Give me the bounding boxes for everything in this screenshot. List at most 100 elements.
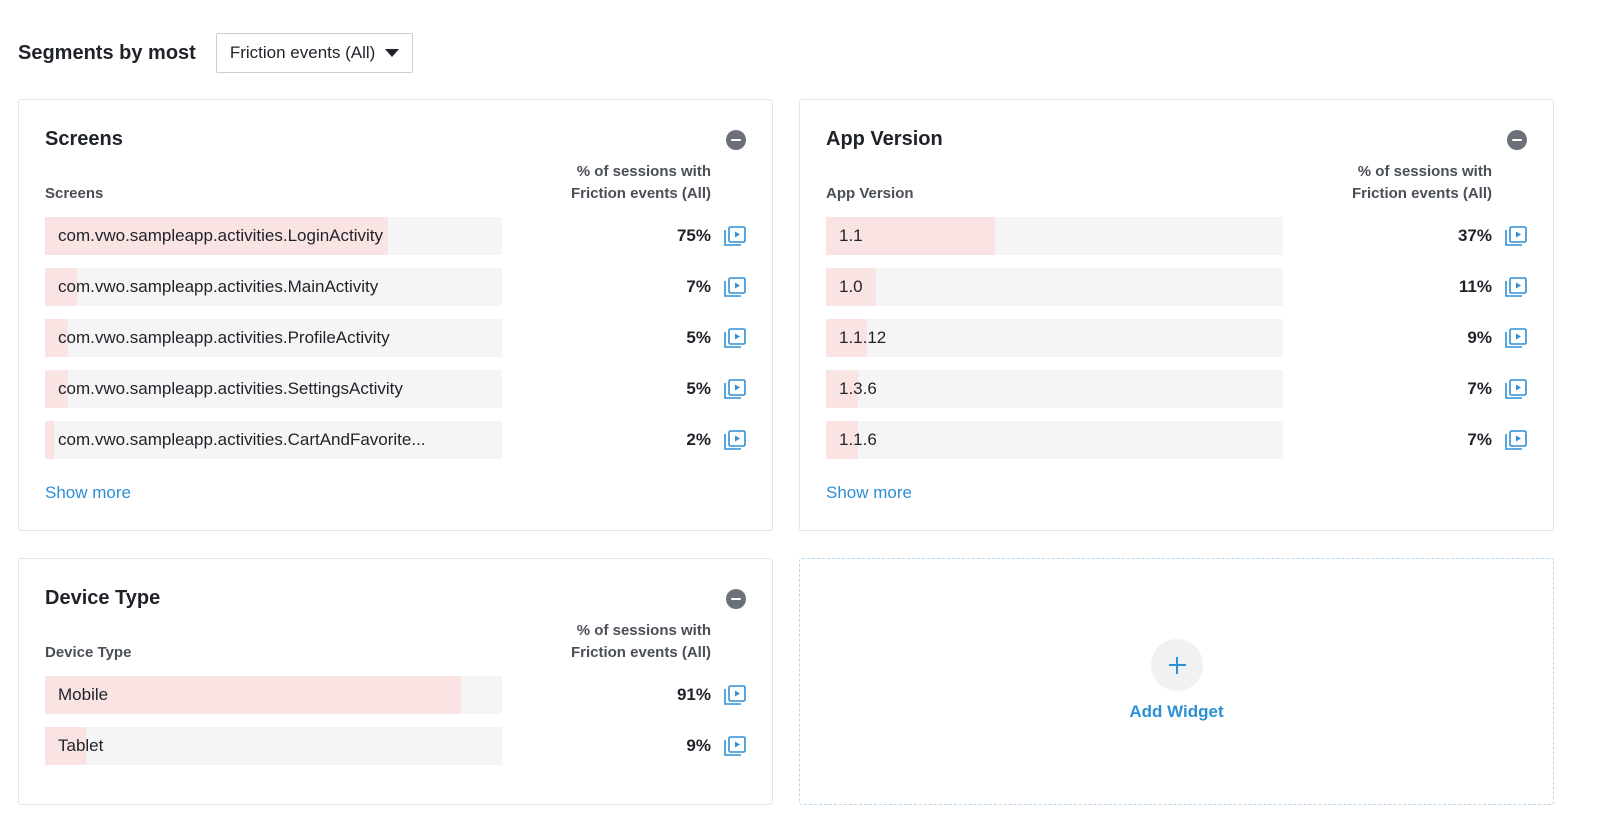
- segment-label: 1.0: [839, 277, 863, 296]
- segment-percent: 37%: [1457, 226, 1492, 245]
- play-recording-icon[interactable]: [724, 226, 746, 246]
- segment-bar[interactable]: com.vwo.sampleapp.activities.ProfileActi…: [45, 319, 502, 357]
- widget-title: Screens: [45, 128, 123, 150]
- segment-label: com.vwo.sampleapp.activities.SettingsAct…: [58, 379, 403, 398]
- play-recording-icon[interactable]: [1505, 277, 1527, 297]
- segment-row: com.vwo.sampleapp.activities.MainActivit…: [45, 268, 746, 306]
- segment-bar[interactable]: Tablet: [45, 727, 502, 765]
- segment-bar-fill: [45, 370, 68, 408]
- segment-bar-fill: [826, 370, 858, 408]
- segment-label: com.vwo.sampleapp.activities.ProfileActi…: [58, 328, 390, 347]
- segment-row: com.vwo.sampleapp.activities.LoginActivi…: [45, 217, 746, 255]
- play-recording-icon[interactable]: [1505, 226, 1527, 246]
- remove-widget-icon[interactable]: [726, 130, 746, 150]
- segment-percent: 7%: [1467, 430, 1492, 449]
- widget-screens: Screens Screens % of sessions with Frict…: [18, 99, 773, 531]
- segment-row: com.vwo.sampleapp.activities.ProfileActi…: [45, 319, 746, 357]
- play-recording-icon[interactable]: [724, 736, 746, 756]
- segment-percent: 7%: [686, 277, 711, 296]
- segment-row: 1.3.6 7%: [826, 370, 1527, 408]
- segment-percent: 11%: [1458, 277, 1492, 296]
- segment-label: 1.1.6: [839, 430, 877, 449]
- segment-bar-fill: [45, 727, 87, 765]
- play-recording-icon[interactable]: [724, 685, 746, 705]
- segment-bar-fill: [45, 676, 461, 714]
- segment-row: 1.1.12 9%: [826, 319, 1527, 357]
- segment-bar-fill: [826, 217, 996, 255]
- widget-app-version: App Version App Version % of sessions wi…: [799, 99, 1554, 531]
- segment-rows: 1.1 37% 1.0 11% 1.1.12 9% 1.3.6: [826, 217, 1527, 472]
- play-recording-icon[interactable]: [724, 277, 746, 297]
- segment-label: Mobile: [58, 685, 109, 704]
- plus-icon[interactable]: [1151, 639, 1203, 691]
- segment-percent: 2%: [686, 430, 711, 449]
- play-recording-icon[interactable]: [1505, 328, 1527, 348]
- widget-title: App Version: [826, 128, 943, 150]
- segment-rows: com.vwo.sampleapp.activities.LoginActivi…: [45, 217, 746, 472]
- segment-label: com.vwo.sampleapp.activities.CartAndFavo…: [58, 430, 426, 449]
- segment-bar[interactable]: com.vwo.sampleapp.activities.LoginActivi…: [45, 217, 502, 255]
- caret-down-icon: [385, 49, 400, 57]
- segment-bar-fill: [45, 217, 388, 255]
- metric-column-label: % of sessions with Friction events (All): [570, 622, 711, 661]
- segment-row: Mobile 91%: [45, 676, 746, 714]
- play-recording-icon[interactable]: [724, 379, 746, 399]
- segment-percent: 5%: [686, 379, 711, 398]
- segment-label: 1.1: [839, 226, 863, 245]
- remove-widget-icon[interactable]: [1507, 130, 1527, 150]
- segment-bar[interactable]: com.vwo.sampleapp.activities.SettingsAct…: [45, 370, 502, 408]
- column-label: App Version: [826, 185, 914, 202]
- segment-bar[interactable]: 1.1.12: [826, 319, 1283, 357]
- segment-label: com.vwo.sampleapp.activities.LoginActivi…: [58, 226, 384, 245]
- segment-percent: 91%: [676, 685, 711, 704]
- segment-bar-fill: [826, 319, 868, 357]
- segment-label: com.vwo.sampleapp.activities.MainActivit…: [58, 277, 379, 296]
- segment-bar-fill: [45, 421, 55, 459]
- segment-percent: 75%: [676, 226, 711, 245]
- segment-bar-fill: [826, 268, 877, 306]
- add-widget-label[interactable]: Add Widget: [1129, 702, 1224, 721]
- segment-row: 1.1 37%: [826, 217, 1527, 255]
- segment-row: 1.0 11%: [826, 268, 1527, 306]
- segment-bar[interactable]: 1.3.6: [826, 370, 1283, 408]
- metric-column-label: % of sessions with Friction events (All): [1351, 163, 1492, 202]
- segment-row: com.vwo.sampleapp.activities.CartAndFavo…: [45, 421, 746, 459]
- metric-dropdown-value: Friction events (All): [229, 43, 376, 62]
- remove-widget-icon[interactable]: [726, 589, 746, 609]
- segment-rows: Mobile 91% Tablet 9%: [45, 676, 746, 778]
- widget-device-type: Device Type Device Type % of sessions wi…: [18, 558, 773, 805]
- segment-row: 1.1.6 7%: [826, 421, 1527, 459]
- segment-label: Tablet: [58, 736, 104, 755]
- segment-percent: 9%: [1467, 328, 1492, 347]
- show-more-link[interactable]: Show more: [45, 483, 131, 502]
- column-label: Screens: [45, 185, 104, 202]
- segment-bar[interactable]: 1.0: [826, 268, 1283, 306]
- segment-percent: 5%: [686, 328, 711, 347]
- segment-bar[interactable]: com.vwo.sampleapp.activities.MainActivit…: [45, 268, 502, 306]
- column-label: Device Type: [45, 644, 132, 661]
- segment-bar-fill: [45, 319, 68, 357]
- segment-row: com.vwo.sampleapp.activities.SettingsAct…: [45, 370, 746, 408]
- play-recording-icon[interactable]: [1505, 379, 1527, 399]
- segment-bar[interactable]: Mobile: [45, 676, 502, 714]
- play-recording-icon[interactable]: [724, 430, 746, 450]
- show-more-link[interactable]: Show more: [826, 483, 912, 502]
- add-widget-card[interactable]: Add Widget: [799, 558, 1554, 805]
- segment-bar[interactable]: 1.1: [826, 217, 1283, 255]
- segment-bar[interactable]: com.vwo.sampleapp.activities.CartAndFavo…: [45, 421, 502, 459]
- segment-bar[interactable]: 1.1.6: [826, 421, 1283, 459]
- segment-label: 1.3.6: [839, 379, 877, 398]
- segment-bar-fill: [826, 421, 858, 459]
- metric-column-label: % of sessions with Friction events (All): [570, 163, 711, 202]
- metric-dropdown[interactable]: Friction events (All): [215, 33, 414, 73]
- segment-row: Tablet 9%: [45, 727, 746, 765]
- segments-toolbar: Segments by most Friction events (All): [18, 33, 414, 73]
- play-recording-icon[interactable]: [1505, 430, 1527, 450]
- play-recording-icon[interactable]: [724, 328, 746, 348]
- segment-percent: 9%: [686, 736, 711, 755]
- segment-bar-fill: [45, 268, 77, 306]
- segments-title: Segments by most: [18, 41, 196, 64]
- widget-title: Device Type: [45, 587, 161, 609]
- segment-percent: 7%: [1467, 379, 1492, 398]
- segment-label: 1.1.12: [839, 328, 887, 347]
